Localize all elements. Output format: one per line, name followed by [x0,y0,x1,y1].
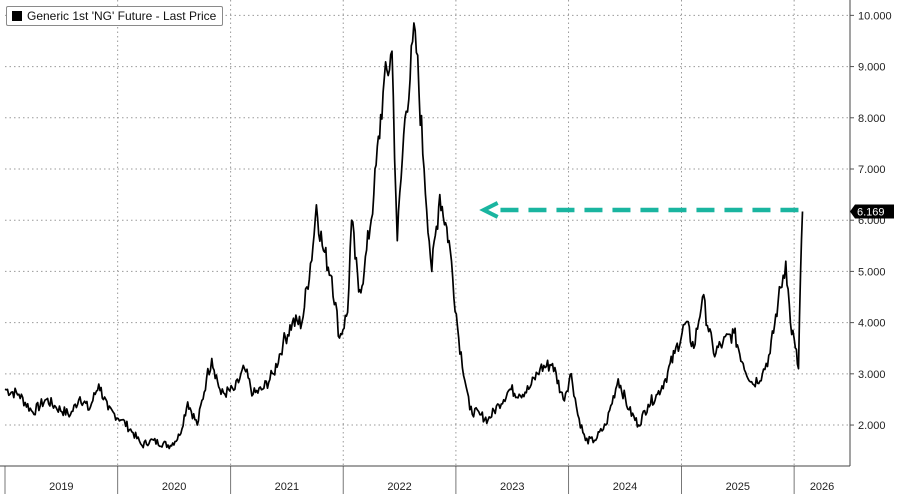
x-tick-label: 2023 [500,481,524,493]
last-value-label: 6.169 [857,207,885,219]
legend: Generic 1st 'NG' Future - Last Price [6,6,224,26]
x-tick-label: 2022 [387,481,411,493]
legend-label: Generic 1st 'NG' Future - Last Price [27,9,217,23]
last-value-tag [850,204,894,219]
y-tick-label: 2.000 [858,420,886,432]
x-tick-label: 2021 [275,481,299,493]
y-tick-label: 10.000 [858,10,892,22]
annotation-arrow-head [479,201,499,219]
y-tick-label: 9.000 [858,62,886,74]
legend-swatch [12,11,22,21]
y-tick-label: 3.000 [858,369,886,381]
x-tick-label: 2025 [726,481,750,493]
x-tick-label: 2026 [810,481,834,493]
x-tick-label: 2020 [162,481,186,493]
x-tick-label: 2024 [613,481,637,493]
y-tick-label: 7.000 [858,164,886,176]
series-line [4,22,804,450]
y-tick-label: 4.000 [858,318,886,330]
x-tick-label: 2019 [49,481,73,493]
y-tick-label: 8.000 [858,113,886,125]
y-tick-label: 5.000 [858,266,886,278]
